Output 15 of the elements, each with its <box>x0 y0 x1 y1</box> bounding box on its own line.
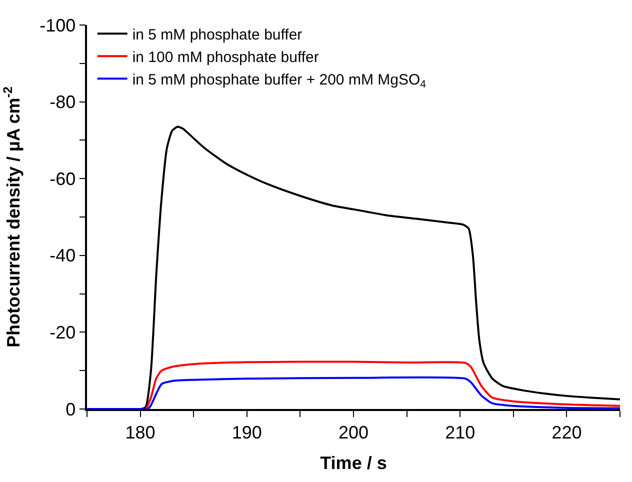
legend-label: in 5 mM phosphate buffer + 200 mM MgSO$_{4}$ <box>132 71 426 91</box>
x-axis-title: Time / s <box>320 452 387 473</box>
y-tick-label: -80 <box>50 92 76 112</box>
y-tick-label: -60 <box>50 168 76 189</box>
x-tick-label: 190 <box>232 422 262 442</box>
y-tick-label: -40 <box>50 246 76 266</box>
y-tick-label: -20 <box>50 322 76 342</box>
legend-label: in 5 mM phosphate buffer <box>132 26 302 44</box>
y-tick-label: -100 <box>40 15 76 36</box>
x-tick-label: 220 <box>552 422 582 442</box>
x-tick-label: 200 <box>338 422 369 442</box>
y-tick-label: 0 <box>66 399 76 420</box>
x-tick-label: 210 <box>445 422 476 442</box>
x-tick-label: 180 <box>125 422 156 442</box>
legend-label: in 100 mM phosphate buffer <box>132 48 319 66</box>
